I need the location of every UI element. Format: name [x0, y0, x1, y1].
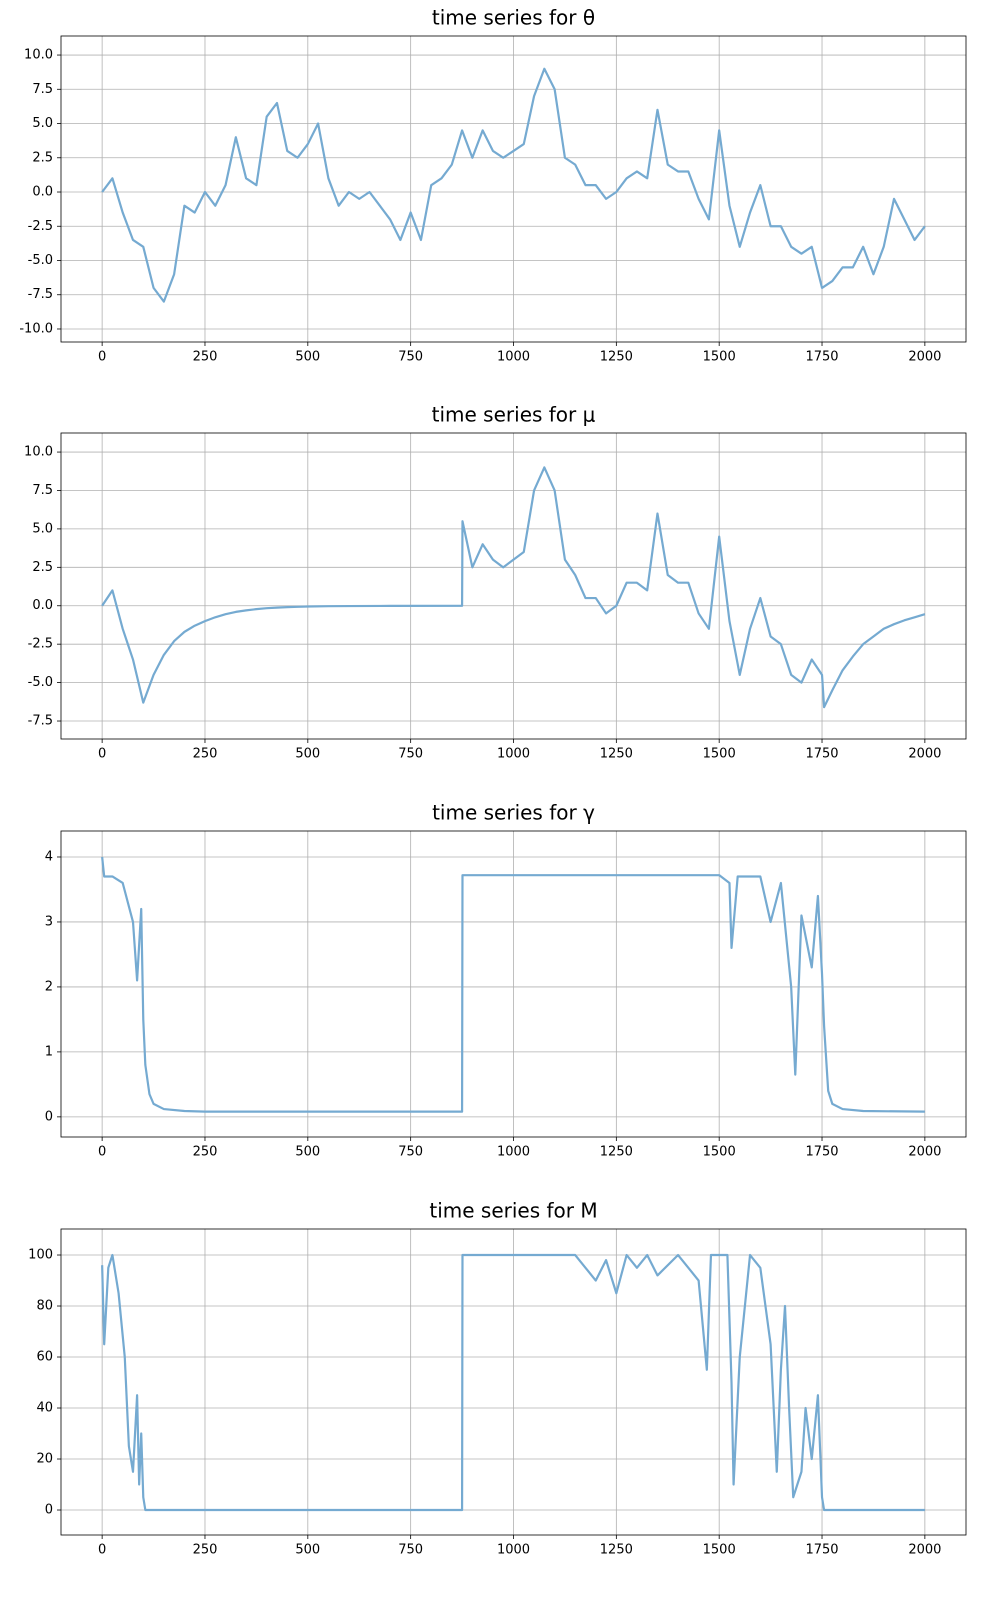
y-tick-label: 2.5 — [32, 560, 53, 575]
x-tick-label: 1250 — [600, 1145, 633, 1160]
y-tick-label: 2 — [45, 979, 53, 994]
chart-title: time series for M — [429, 1199, 597, 1223]
x-tick-label: 2000 — [908, 1543, 941, 1558]
x-tick-label: 1250 — [600, 1543, 633, 1558]
y-tick-label: -5.0 — [28, 253, 53, 268]
x-tick-label: 0 — [98, 1145, 106, 1160]
x-tick-label: 1500 — [703, 1543, 736, 1558]
y-tick-label: 40 — [36, 1401, 53, 1416]
x-tick-label: 1500 — [703, 1145, 736, 1160]
chart-title: time series for θ — [432, 6, 595, 30]
axes-frame — [60, 432, 967, 740]
x-tick-label: 1000 — [497, 350, 530, 365]
y-tick-label: 5.0 — [32, 521, 53, 536]
y-tick-label: 0 — [45, 1503, 53, 1518]
x-tick-label: 1000 — [497, 1543, 530, 1558]
y-tick-label: -7.5 — [28, 287, 53, 302]
x-tick-label: 1750 — [805, 747, 838, 762]
y-tick-label: 20 — [36, 1452, 53, 1467]
x-tick-label: 750 — [398, 747, 423, 762]
y-tick-label: 10.0 — [24, 48, 53, 63]
series-line — [101, 67, 926, 303]
y-tick-label: 4 — [45, 849, 53, 864]
y-tick-label: 0 — [45, 1109, 53, 1124]
y-tick-label: -10.0 — [19, 321, 53, 336]
y-tick-label: 0.0 — [32, 185, 53, 200]
x-tick-label: 250 — [193, 350, 218, 365]
series-line — [101, 1253, 925, 1512]
axes-frame — [60, 35, 967, 343]
x-tick-label: 2000 — [908, 1145, 941, 1160]
y-tick-label: 5.0 — [32, 116, 53, 131]
y-tick-label: 0.0 — [32, 598, 53, 613]
x-tick-label: 1000 — [497, 747, 530, 762]
x-tick-label: 1750 — [805, 1543, 838, 1558]
y-tick-label: 3 — [45, 914, 53, 929]
x-tick-label: 250 — [193, 1543, 218, 1558]
x-tick-label: 250 — [193, 1145, 218, 1160]
x-tick-label: 1250 — [600, 747, 633, 762]
x-tick-label: 0 — [98, 350, 106, 365]
x-tick-label: 500 — [295, 350, 320, 365]
y-tick-label: 60 — [36, 1350, 53, 1365]
y-tick-label: 1 — [45, 1044, 53, 1059]
y-tick-label: 80 — [36, 1299, 53, 1314]
x-tick-label: 1500 — [703, 747, 736, 762]
axes-frame — [60, 1228, 967, 1536]
y-tick-label: -5.0 — [28, 675, 53, 690]
x-tick-label: 0 — [98, 747, 106, 762]
x-tick-label: 2000 — [908, 747, 941, 762]
x-tick-label: 250 — [193, 747, 218, 762]
x-tick-label: 1500 — [703, 350, 736, 365]
chart-title: time series for μ — [432, 403, 596, 427]
y-tick-label: -2.5 — [28, 219, 53, 234]
y-tick-label: -2.5 — [28, 637, 53, 652]
chart-title: time series for γ — [432, 801, 595, 825]
y-tick-label: 10.0 — [24, 445, 53, 460]
x-tick-label: 2000 — [908, 350, 941, 365]
x-tick-label: 1000 — [497, 1145, 530, 1160]
y-tick-label: 7.5 — [32, 82, 53, 97]
x-tick-label: 1750 — [805, 350, 838, 365]
x-tick-label: 750 — [398, 1145, 423, 1160]
x-tick-label: 500 — [295, 1543, 320, 1558]
x-tick-label: 1250 — [600, 350, 633, 365]
y-tick-label: 2.5 — [32, 150, 53, 165]
series-line — [101, 466, 926, 709]
y-tick-label: 100 — [28, 1248, 53, 1263]
x-tick-label: 750 — [398, 350, 423, 365]
axes-frame — [60, 830, 967, 1138]
y-tick-label: 7.5 — [32, 483, 53, 498]
x-tick-label: 0 — [98, 1543, 106, 1558]
series-line — [101, 856, 925, 1113]
x-tick-label: 500 — [295, 1145, 320, 1160]
x-tick-label: 750 — [398, 1543, 423, 1558]
x-tick-label: 500 — [295, 747, 320, 762]
x-tick-label: 1750 — [805, 1145, 838, 1160]
y-tick-label: -7.5 — [28, 714, 53, 729]
